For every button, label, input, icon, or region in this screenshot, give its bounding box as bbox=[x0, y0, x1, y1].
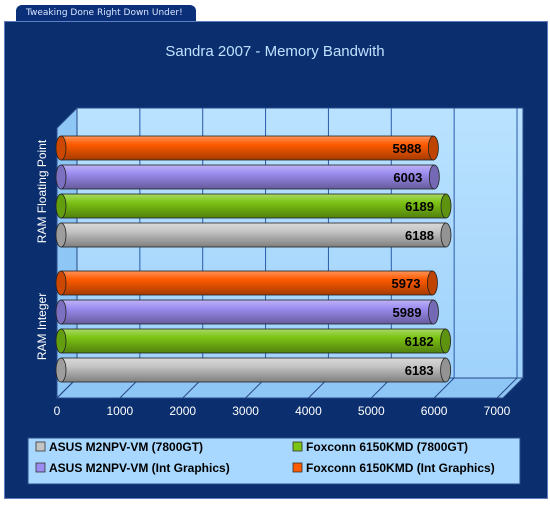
legend-box bbox=[27, 437, 521, 485]
legend-item: Foxconn 6150KMD (Int Graphics) bbox=[292, 461, 495, 475]
bar-start-cap bbox=[55, 135, 67, 161]
legend-item: ASUS M2NPV-VM (Int Graphics) bbox=[35, 461, 230, 475]
bar-end-cap bbox=[440, 357, 452, 383]
legend-item: ASUS M2NPV-VM (7800GT) bbox=[35, 440, 203, 454]
bar-body bbox=[60, 222, 447, 248]
bar: 5989 bbox=[55, 299, 439, 325]
bar: 6183 bbox=[55, 357, 452, 383]
x-tick-label: 2000 bbox=[169, 404, 196, 418]
floor-grid-line bbox=[496, 377, 518, 399]
bar-body bbox=[60, 164, 435, 190]
legend-label: Foxconn 6150KMD (Int Graphics) bbox=[306, 461, 495, 475]
bar-start-cap bbox=[55, 164, 67, 190]
bar: 6003 bbox=[55, 164, 440, 190]
bar-value-label: 6183 bbox=[405, 363, 434, 378]
bar-end-cap bbox=[427, 135, 439, 161]
chart-title: Sandra 2007 - Memory Bandwith bbox=[165, 43, 384, 60]
bar-body bbox=[60, 328, 446, 354]
x-tick-label: 4000 bbox=[295, 404, 322, 418]
bar-value-label: 6188 bbox=[405, 228, 434, 243]
floor-grid-line bbox=[433, 377, 455, 399]
bar-value-label: 5989 bbox=[393, 305, 422, 320]
bar-start-cap bbox=[55, 193, 67, 219]
legend: ASUS M2NPV-VM (7800GT) Foxconn 6150KMD (7… bbox=[35, 440, 495, 475]
bar-end-cap bbox=[440, 222, 452, 248]
bar-body bbox=[60, 299, 434, 325]
bar-end-cap bbox=[428, 164, 440, 190]
legend-item: Foxconn 6150KMD (7800GT) bbox=[292, 440, 468, 454]
x-tick-label: 3000 bbox=[232, 404, 259, 418]
bar: 5973 bbox=[55, 270, 438, 296]
bar-start-cap bbox=[55, 270, 67, 296]
bar-value-label: 5988 bbox=[392, 141, 421, 156]
legend-label: Foxconn 6150KMD (7800GT) bbox=[306, 440, 468, 454]
x-tick-label: 5000 bbox=[358, 404, 385, 418]
bar-end-cap bbox=[428, 299, 439, 325]
bar-start-cap bbox=[55, 328, 67, 354]
legend-swatch bbox=[35, 462, 46, 473]
x-tick-label: 1000 bbox=[107, 404, 134, 418]
legend-label: ASUS M2NPV-VM (Int Graphics) bbox=[49, 461, 230, 475]
bar-body bbox=[60, 270, 433, 296]
legend-label: ASUS M2NPV-VM (7800GT) bbox=[49, 440, 203, 454]
bar-group: 5988 6003 6189 6188 5973 5989 6182 6183 bbox=[55, 135, 452, 383]
x-tick-label: 0 bbox=[54, 404, 61, 418]
bar-start-cap bbox=[55, 299, 67, 325]
header-tab-text: Tweaking Done Right Down Under! bbox=[26, 8, 183, 18]
bar-value-label: 6003 bbox=[393, 170, 422, 185]
bar: 6188 bbox=[55, 222, 452, 248]
x-tick-label: 6000 bbox=[421, 404, 448, 418]
bar-value-label: 6182 bbox=[405, 334, 434, 349]
header-tab: Tweaking Done Right Down Under! bbox=[16, 5, 196, 22]
bar-body bbox=[60, 135, 434, 161]
category-labels: RAM Floating Point RAM Integer bbox=[35, 139, 49, 360]
bar: 5988 bbox=[55, 135, 439, 161]
legend-swatch bbox=[292, 441, 303, 452]
bar: 6182 bbox=[55, 328, 451, 354]
bar-value-label: 6189 bbox=[405, 199, 434, 214]
x-axis-ticks: 0 1000 2000 3000 4000 5000 6000 7000 bbox=[54, 404, 511, 418]
bar-end-cap bbox=[440, 328, 451, 354]
bar-start-cap bbox=[55, 357, 67, 383]
x-tick-label: 7000 bbox=[484, 404, 511, 418]
bar: 6189 bbox=[55, 193, 452, 219]
category-label: RAM Floating Point bbox=[35, 139, 49, 243]
category-label: RAM Integer bbox=[35, 293, 49, 360]
bar-start-cap bbox=[55, 222, 67, 248]
legend-swatch bbox=[292, 462, 303, 473]
bar-end-cap bbox=[427, 270, 438, 296]
legend-swatch bbox=[35, 441, 46, 452]
bar-body bbox=[60, 193, 447, 219]
bar-body bbox=[60, 357, 447, 383]
bar-value-label: 5973 bbox=[392, 276, 421, 291]
bar-end-cap bbox=[440, 193, 452, 219]
